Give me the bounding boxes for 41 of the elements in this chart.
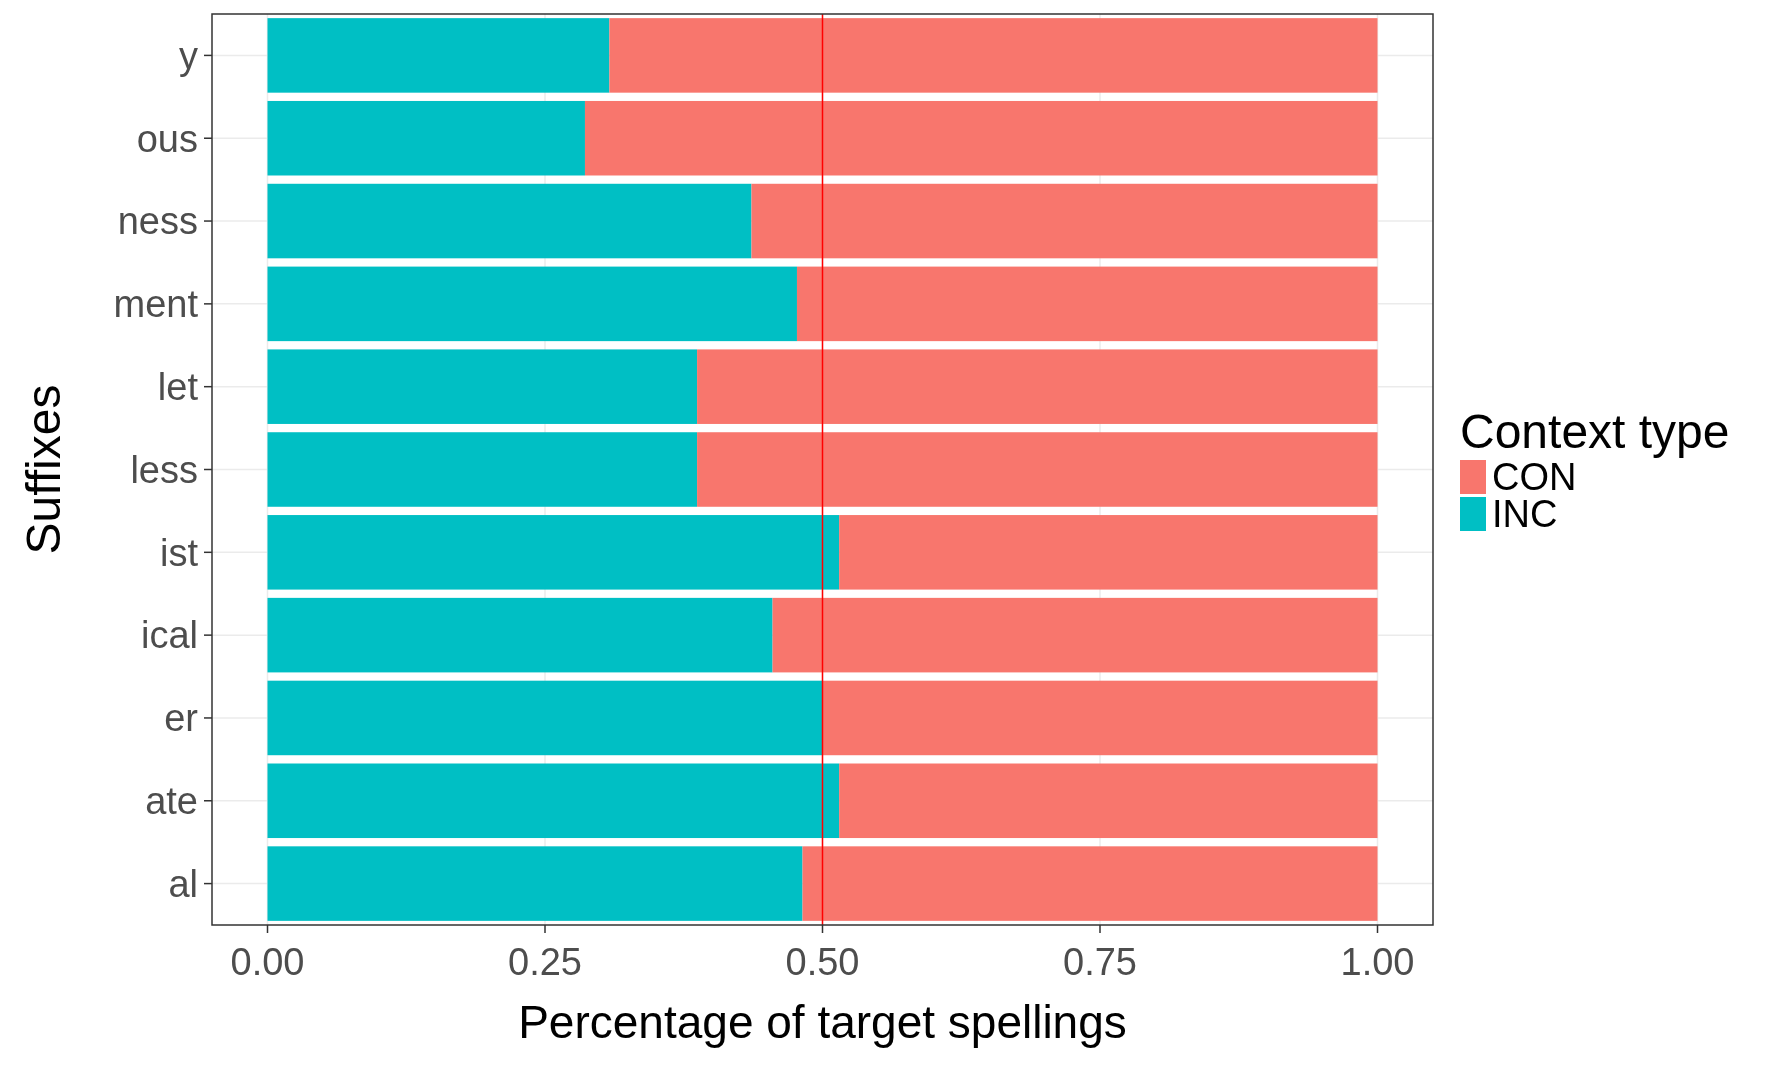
y-tick-label: al — [168, 862, 198, 905]
y-tick-label: let — [157, 365, 199, 408]
y-tick-label: ous — [136, 117, 198, 160]
bar — [267, 680, 823, 756]
bar — [822, 680, 1378, 756]
x-tick-label: 1.00 — [1340, 941, 1415, 983]
bar — [584, 100, 1378, 176]
bar — [267, 18, 610, 93]
bar — [267, 597, 773, 673]
bar — [802, 846, 1378, 921]
bar — [697, 349, 1378, 424]
y-tick-label: ate — [145, 780, 198, 823]
bar — [267, 763, 840, 839]
x-tick-label: 0.25 — [508, 941, 582, 983]
x-tick-label: 0.50 — [785, 941, 860, 983]
bar — [751, 183, 1378, 259]
bar — [267, 846, 803, 921]
bar — [267, 349, 698, 424]
y-axis-title: Suffixes — [17, 384, 70, 555]
x-axis-title: Percentage of target spellings — [518, 996, 1127, 1048]
bar — [267, 515, 840, 590]
y-tick-label: y — [179, 34, 198, 77]
y-tick-label: ness — [117, 200, 198, 243]
bar — [267, 432, 698, 507]
y-tick-label: less — [130, 448, 198, 491]
legend-title: Context type — [1460, 405, 1730, 458]
bar — [839, 515, 1378, 590]
y-tick-label: ical — [140, 614, 198, 657]
x-tick-label: 0.75 — [1063, 941, 1137, 983]
x-tick-label: 0.00 — [230, 941, 305, 983]
y-tick-label: ment — [113, 283, 199, 326]
bar — [772, 597, 1378, 673]
bar — [697, 432, 1378, 507]
bar — [267, 183, 752, 259]
y-tick-label: ist — [160, 531, 199, 574]
bar — [267, 266, 797, 342]
bar — [839, 763, 1378, 839]
bar — [796, 266, 1378, 342]
y-tick-label: er — [164, 697, 199, 740]
bar — [267, 100, 585, 176]
bar — [609, 18, 1378, 93]
